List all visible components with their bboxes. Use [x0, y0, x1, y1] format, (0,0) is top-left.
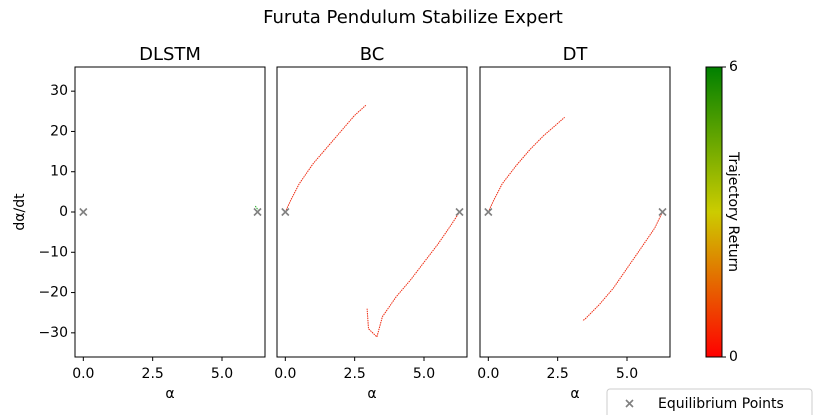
colorbar-tick-label: 0 — [729, 349, 738, 365]
y-tick-label: −20 — [38, 285, 68, 301]
equilibrium-point — [281, 207, 290, 217]
panel-title: DLSTM — [139, 44, 201, 65]
trajectory — [582, 211, 663, 322]
x-tick-label: 2.5 — [142, 366, 164, 382]
x-tick-label: 5.0 — [413, 366, 435, 382]
axes-frame — [74, 66, 266, 358]
x-tick-label: 0.0 — [274, 366, 296, 382]
colorbar-label: Trajectory Return — [725, 151, 741, 272]
equilibrium-point — [79, 207, 88, 217]
legend-marker — [625, 399, 634, 408]
x-tick-label: 5.0 — [211, 366, 233, 382]
trajectory — [487, 116, 565, 213]
x-tick-label: 5.0 — [616, 366, 638, 382]
y-tick-label: −30 — [38, 325, 68, 341]
colorbar — [705, 66, 723, 358]
equilibrium-point — [484, 207, 493, 217]
x-tick-label: 0.0 — [477, 366, 499, 382]
trajectory — [284, 104, 367, 213]
colorbar-tick-label: 6 — [729, 59, 738, 75]
equilibrium-point — [253, 207, 262, 217]
panel-title: BC — [360, 44, 385, 65]
trajectory — [254, 205, 259, 211]
x-axis-label: α — [570, 386, 579, 402]
panel-title: DT — [563, 44, 589, 65]
x-axis-label: α — [165, 386, 174, 402]
x-tick-label: 2.5 — [547, 366, 569, 382]
legend-label: Equilibrium Points — [658, 396, 784, 412]
y-tick-label: −10 — [38, 244, 68, 260]
y-axis-label: dα/dt — [12, 193, 28, 231]
axes-frame — [479, 66, 671, 358]
y-tick-label: 10 — [50, 164, 68, 180]
figure-title: Furuta Pendulum Stabilize Expert — [263, 7, 563, 28]
x-tick-label: 2.5 — [344, 366, 366, 382]
equilibrium-point — [658, 207, 667, 217]
equilibrium-point — [455, 207, 464, 217]
y-tick-label: 0 — [59, 204, 68, 220]
x-tick-label: 0.0 — [72, 366, 94, 382]
legend-box — [606, 388, 813, 415]
x-axis-label: α — [367, 386, 376, 402]
trajectory — [366, 211, 460, 338]
y-tick-label: 20 — [50, 123, 68, 139]
axes-frame — [276, 66, 468, 358]
y-tick-label: 30 — [50, 83, 68, 99]
